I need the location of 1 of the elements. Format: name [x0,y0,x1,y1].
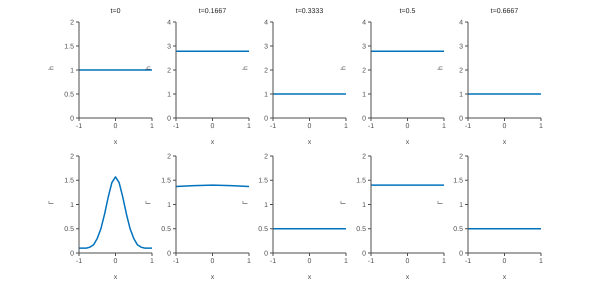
line-series [79,176,152,249]
